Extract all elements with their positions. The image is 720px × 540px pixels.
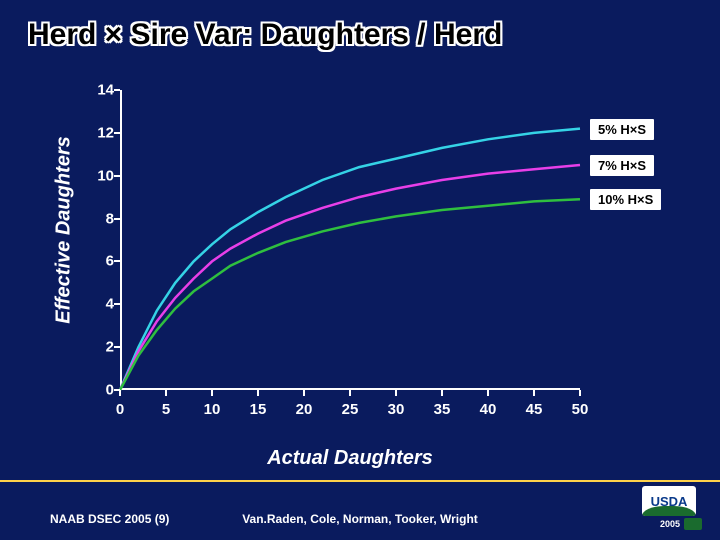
y-tick [114, 132, 120, 134]
page-title: Herd × Sire Var: Daughters / Herd [28, 18, 692, 52]
x-tick [349, 390, 351, 396]
ars-icon [684, 518, 702, 530]
y-tick [114, 175, 120, 177]
x-tick-label: 45 [526, 401, 543, 418]
x-tick-label: 15 [250, 401, 267, 418]
footer-divider [0, 480, 720, 482]
footer-authors: Van.Raden, Cole, Norman, Tooker, Wright [242, 512, 478, 526]
x-tick [533, 390, 535, 396]
y-tick-label: 10 [84, 167, 114, 184]
y-tick [114, 260, 120, 262]
y-tick-label: 4 [84, 296, 114, 313]
footer: NAAB DSEC 2005 (9) Van.Raden, Cole, Norm… [0, 480, 720, 540]
y-tick [114, 89, 120, 91]
x-tick-label: 40 [480, 401, 497, 418]
y-tick [114, 346, 120, 348]
x-tick-label: 35 [434, 401, 451, 418]
series-line [120, 129, 580, 390]
x-axis-title: Actual Daughters [267, 447, 433, 470]
x-tick [257, 390, 259, 396]
x-tick [119, 390, 121, 396]
y-tick-label: 2 [84, 339, 114, 356]
x-tick-label: 20 [296, 401, 313, 418]
y-tick-label: 12 [84, 124, 114, 141]
series-line [120, 199, 580, 390]
y-axis-title: Effective Daughters [53, 136, 76, 323]
x-tick-label: 30 [388, 401, 405, 418]
x-tick-label: 25 [342, 401, 359, 418]
x-tick [487, 390, 489, 396]
x-tick-label: 10 [204, 401, 221, 418]
footer-left-text: NAAB DSEC 2005 (9) [50, 512, 169, 526]
x-tick [579, 390, 581, 396]
series-annotation: 7% H×S [590, 155, 654, 176]
y-tick-label: 0 [84, 382, 114, 399]
footer-year: 2005 [660, 519, 680, 529]
x-tick-label: 0 [116, 401, 124, 418]
series-annotation: 10% H×S [590, 189, 661, 210]
x-tick [395, 390, 397, 396]
x-tick-label: 5 [162, 401, 170, 418]
x-tick [441, 390, 443, 396]
y-tick [114, 218, 120, 220]
y-tick-label: 6 [84, 253, 114, 270]
y-tick [114, 303, 120, 305]
chart-series [120, 90, 580, 390]
footer-logo: USDA 2005 [642, 486, 702, 534]
x-tick [211, 390, 213, 396]
y-tick-label: 8 [84, 210, 114, 227]
plot-area: 0246810121405101520253035404550 [120, 90, 580, 390]
usda-logo: USDA [642, 486, 696, 516]
series-annotation: 5% H×S [590, 119, 654, 140]
y-tick-label: 14 [84, 82, 114, 99]
x-tick-label: 50 [572, 401, 589, 418]
x-tick [303, 390, 305, 396]
footer-year-tag: 2005 [642, 518, 702, 530]
usda-logo-text: USDA [651, 494, 688, 509]
series-line [120, 165, 580, 390]
chart-container: Effective Daughters 02468101214051015202… [70, 80, 650, 450]
x-tick [165, 390, 167, 396]
